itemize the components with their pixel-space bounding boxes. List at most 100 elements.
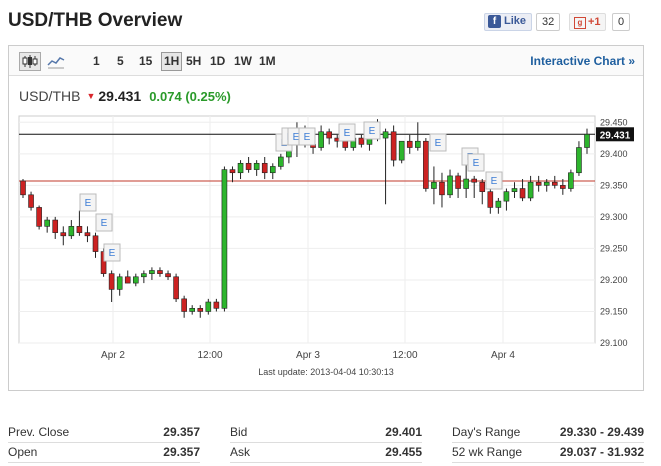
candle-body xyxy=(535,181,542,186)
candle-body xyxy=(237,162,244,174)
candle-body xyxy=(253,162,260,170)
candle-body xyxy=(92,235,99,252)
candle-body xyxy=(503,191,510,202)
quote-symbol: USD/THB xyxy=(19,88,81,104)
event-marker xyxy=(485,171,503,190)
y-tick-label: 29.450 xyxy=(600,117,628,127)
candle-body xyxy=(205,301,212,312)
candle-body xyxy=(519,188,526,199)
candle-body xyxy=(463,178,469,189)
timeframe-1w[interactable]: 1W xyxy=(234,54,252,68)
candle-body xyxy=(116,276,123,290)
stat-label: 52 wk Range xyxy=(452,445,523,459)
facebook-like-label: Like xyxy=(504,15,527,27)
candle-body xyxy=(189,308,195,312)
event-marker xyxy=(467,153,485,172)
candle-body xyxy=(382,131,389,139)
candle-body xyxy=(318,131,324,148)
candlestick-chart-icon[interactable] xyxy=(19,52,41,71)
page-title: USD/THB Overview xyxy=(8,10,183,31)
current-price-tag xyxy=(596,127,634,142)
event-marker xyxy=(103,243,121,262)
candle-body xyxy=(213,301,220,309)
event-marker xyxy=(429,133,447,152)
stat-row: Open 29.357 xyxy=(8,443,200,463)
candle-body xyxy=(165,273,171,278)
line-chart-icon[interactable] xyxy=(45,52,67,71)
timeframe-1[interactable]: 1 xyxy=(93,54,100,68)
timeframe-5h[interactable]: 5H xyxy=(186,54,202,68)
y-tick-label: 29.200 xyxy=(600,275,628,285)
stat-value: 29.037 - 31.932 xyxy=(559,445,644,459)
gplus-icon: g xyxy=(574,17,586,29)
candle-body xyxy=(551,181,558,186)
gplus-count: 0 xyxy=(612,13,631,31)
timeframe-15[interactable]: 15 xyxy=(139,54,153,68)
candle-body xyxy=(60,232,67,237)
timeframe-5[interactable]: 5 xyxy=(117,54,124,68)
stat-label: Day's Range xyxy=(452,425,521,439)
candle-body xyxy=(455,175,461,189)
stat-value: 29.330 - 29.439 xyxy=(559,425,644,439)
candle-body xyxy=(495,200,502,208)
candle-body xyxy=(447,175,453,196)
stat-row: Ask 29.455 xyxy=(230,443,422,463)
event-marker-label: E xyxy=(369,126,376,137)
candle-body xyxy=(390,131,397,161)
stat-value: 29.455 xyxy=(385,445,422,459)
candle-body xyxy=(229,169,236,174)
event-marker xyxy=(363,121,381,140)
y-tick-label: 29.150 xyxy=(600,306,628,316)
candle-body xyxy=(133,276,139,284)
candle-body xyxy=(269,166,276,174)
stat-label: Bid xyxy=(230,425,248,439)
gplus-button[interactable]: g +1 xyxy=(569,13,606,31)
candle-body xyxy=(431,181,437,189)
interactive-chart-link[interactable]: Interactive Chart » xyxy=(530,54,635,68)
candle-body xyxy=(52,219,59,233)
candle-body xyxy=(487,191,494,208)
candle-body xyxy=(527,181,534,199)
quote-price: 29.431 xyxy=(98,88,142,104)
y-tick-label: 29.250 xyxy=(600,243,628,253)
candle-body xyxy=(108,273,115,290)
event-marker-label: E xyxy=(304,132,311,143)
timeframe-1d[interactable]: 1D xyxy=(210,54,226,68)
candle-body xyxy=(414,140,421,148)
candle-body xyxy=(543,181,550,186)
last-update: Last update: 2013-04-04 10:30:13 xyxy=(258,367,394,377)
candle-body xyxy=(36,207,42,227)
quote-line: USD/THB ▼ 29.431 0.074 (0.25%) xyxy=(19,88,231,104)
chart-panel: 1 5 15 1H 5H 1D 1W 1M Interactive Chart » USD/T… xyxy=(8,45,644,391)
x-tick-label: Apr 3 xyxy=(296,350,320,361)
candle-body xyxy=(568,172,574,189)
candle-body xyxy=(173,276,179,300)
price-chart[interactable]: 29.450 29.400 29.350 29.300 29.250 29.200 29.1… xyxy=(9,114,643,364)
stat-row: Bid 29.401 xyxy=(230,423,422,443)
stat-label: Ask xyxy=(230,445,251,459)
candle-body xyxy=(358,137,365,145)
candle-body xyxy=(342,140,349,148)
candle-body xyxy=(326,131,332,139)
candle-body xyxy=(560,185,566,189)
candle-body xyxy=(479,181,486,192)
current-price-tag-label: 29.431 xyxy=(600,130,631,141)
x-tick-label: Apr 4 xyxy=(491,350,515,361)
candle-body xyxy=(511,188,518,192)
chart-toolbar: 1 5 15 1H 5H 1D 1W 1M Interactive Chart » xyxy=(9,46,643,76)
candle-body xyxy=(84,232,91,237)
facebook-icon: f xyxy=(488,15,501,28)
x-tick-label: 12:00 xyxy=(197,350,222,361)
facebook-like-button[interactable]: f Like xyxy=(484,13,533,31)
facebook-like-count: 32 xyxy=(536,13,561,31)
event-marker-label: E xyxy=(85,198,92,209)
timeframe-1m[interactable]: 1M xyxy=(259,54,276,68)
candle-body xyxy=(157,270,163,274)
stat-row: 52 wk Range 29.037 - 31.932 xyxy=(452,443,644,463)
candle-body xyxy=(439,181,445,196)
candle-body xyxy=(584,133,590,148)
event-marker-label: E xyxy=(109,248,116,259)
timeframe-1h[interactable]: 1H xyxy=(161,52,183,71)
down-arrow-icon: ▼ xyxy=(86,91,96,101)
stat-label: Open xyxy=(8,445,38,459)
